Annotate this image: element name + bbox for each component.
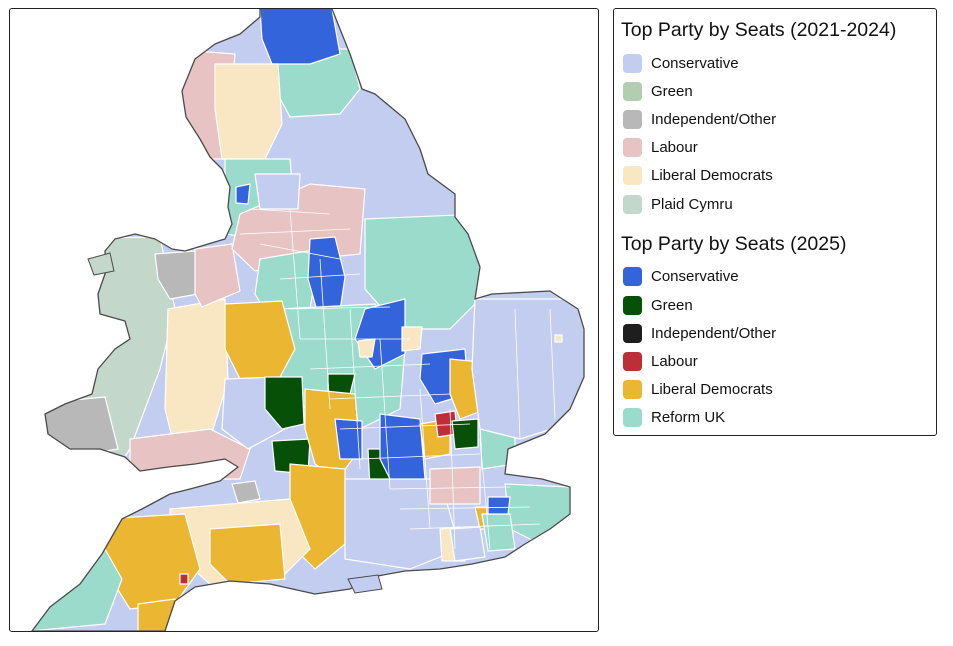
legend-swatch-plaid-2021 [623, 194, 642, 214]
region-lancs-conservative-small [235, 183, 251, 205]
legend-label: Reform UK [651, 408, 726, 426]
region-dorset-libdem [209, 523, 286, 585]
legend-swatch-independent-2021 [623, 109, 642, 129]
region-east-anglia-conservative [471, 298, 584, 440]
region-exeter-labour [179, 573, 189, 585]
region-leicester-libdem [357, 338, 376, 358]
anglesey [87, 252, 115, 276]
legend-label: Green [651, 296, 693, 314]
legend-swatch-conservative-2021 [623, 53, 642, 73]
legend-swatch-independent-2025 [623, 323, 642, 343]
legend-label: Conservative [651, 54, 739, 72]
legend-swatch-green-2025 [623, 295, 642, 315]
legend-swatch-libdem-2021 [623, 165, 642, 185]
region-cumbria-libdem [214, 63, 283, 160]
region-hertford-green [264, 376, 305, 430]
legend-label: Labour [651, 352, 698, 370]
legend-label: Liberal Democrats [651, 380, 773, 398]
region-shropshire-libdem [224, 300, 296, 380]
legend-item-plaid-2021: Plaid Cymru [623, 194, 733, 214]
legend-swatch-conservative-2025 [623, 266, 642, 286]
region-west-sussex-cons [487, 496, 511, 515]
legend-label: Liberal Democrats [651, 166, 773, 184]
legend-label: Independent/Other [651, 110, 777, 128]
legend-title-2025: Top Party by Seats (2025) [621, 233, 847, 255]
legend-label: Conservative [651, 267, 739, 285]
region-northumberland-conservative [259, 9, 341, 65]
legend-swatch-reform-2025 [623, 407, 642, 427]
region-wales-west-independent [32, 396, 119, 458]
region-severn-grey [231, 480, 261, 504]
legend-label: Plaid Cymru [651, 195, 733, 213]
legend-item-green-2025: Green [623, 295, 693, 315]
district-boundaries [239, 208, 556, 550]
region-rutland-libdem [401, 326, 423, 352]
legend-item-independent-2025: Independent/Other [623, 323, 776, 343]
legend-label: Labour [651, 138, 698, 156]
isle-of-wight [347, 574, 383, 594]
legend-item-libdem-2021: Liberal Democrats [623, 165, 773, 185]
legend-item-conservative-2025: Conservative [623, 266, 739, 286]
legend-title-2021-2024: Top Party by Seats (2021-2024) [621, 19, 897, 41]
england-wales-outline [31, 9, 585, 631]
region-torbay-libdem [137, 598, 179, 631]
legend-item-labour-2025: Labour [623, 351, 698, 371]
map-england-wales [31, 9, 585, 631]
legend-item-reform-2025: Reform UK [623, 407, 725, 427]
region-sussex-conservative [449, 526, 486, 562]
legend-swatch-libdem-2025 [623, 379, 642, 399]
region-wales-north-independent [154, 250, 199, 300]
legend-item-labour-2021: Labour [623, 137, 698, 157]
legend-item-green-2021: Green [623, 81, 693, 101]
region-london-grey [429, 466, 481, 505]
legend-item-independent-2021: Independent/Other [623, 109, 776, 129]
legend-swatch-labour-2021 [623, 137, 642, 157]
legend-swatch-labour-2025 [623, 351, 642, 371]
legend-panel: Top Party by Seats (2021-2024) Conservat… [613, 8, 937, 436]
legend-item-conservative-2021: Conservative [623, 53, 739, 73]
region-norwich-labour [554, 334, 563, 343]
region-herts-green [451, 418, 479, 450]
map-panel [9, 8, 599, 632]
legend-label: Independent/Other [651, 324, 777, 342]
region-nyorks-reform-inland [254, 173, 301, 210]
region-wales-ne-labour [194, 243, 241, 308]
legend-swatch-green-2021 [623, 81, 642, 101]
legend-label: Green [651, 82, 693, 100]
legend-item-libdem-2025: Liberal Democrats [623, 379, 773, 399]
